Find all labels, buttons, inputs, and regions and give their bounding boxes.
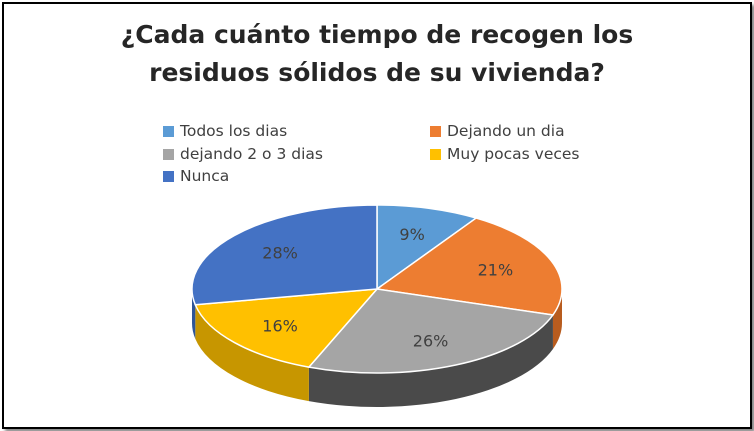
data-label-0: 9% bbox=[399, 225, 424, 244]
pie-labels: 9% 21% 26% 16% 28% bbox=[262, 225, 513, 351]
legend-label: dejando 2 o 3 dias bbox=[180, 145, 323, 163]
chart-legend: Todos los dias Dejando un dia dejando 2 … bbox=[0, 0, 754, 200]
pie-slice-3 bbox=[194, 288, 379, 368]
pie-slice-2 bbox=[307, 288, 555, 374]
pie-side-2 bbox=[308, 314, 553, 407]
legend-item-dejando-2-o-3-dias: dejando 2 o 3 dias bbox=[163, 145, 323, 163]
legend-swatch bbox=[163, 170, 174, 182]
legend-item-nunca: Nunca bbox=[163, 167, 229, 185]
data-label-2: 26% bbox=[413, 332, 449, 351]
legend-swatch bbox=[163, 148, 174, 160]
pie-top bbox=[191, 204, 563, 374]
legend-label: Nunca bbox=[180, 167, 230, 185]
data-label-3: 16% bbox=[262, 316, 298, 335]
pie-sides bbox=[192, 289, 562, 407]
pie-slice-4 bbox=[191, 204, 378, 306]
legend-swatch bbox=[163, 125, 174, 137]
chart-title: ¿Cada cuánto tiempo de recogen los resid… bbox=[0, 16, 754, 92]
chart-title-line-2: residuos sólidos de su vivienda? bbox=[149, 58, 605, 87]
legend-item-muy-pocas-veces: Muy pocas veces bbox=[430, 145, 579, 163]
legend-label: Dejando un dia bbox=[447, 122, 565, 140]
legend-item-dejando-un-dia: Dejando un dia bbox=[430, 122, 565, 140]
legend-swatch bbox=[430, 148, 441, 160]
pie-slice-1 bbox=[375, 217, 563, 316]
pie-side-3 bbox=[195, 304, 309, 402]
pie-slice-0 bbox=[376, 204, 478, 291]
pie-side-4 bbox=[192, 289, 196, 339]
data-label-4: 28% bbox=[262, 244, 298, 263]
data-label-1: 21% bbox=[478, 261, 514, 280]
chart-title-line-1: ¿Cada cuánto tiempo de recogen los bbox=[120, 20, 634, 49]
legend-item-todos-los-dias: Todos los dias bbox=[163, 122, 287, 140]
legend-label: Muy pocas veces bbox=[447, 145, 580, 163]
legend-label: Todos los dias bbox=[180, 122, 288, 140]
legend-swatch bbox=[430, 125, 441, 137]
